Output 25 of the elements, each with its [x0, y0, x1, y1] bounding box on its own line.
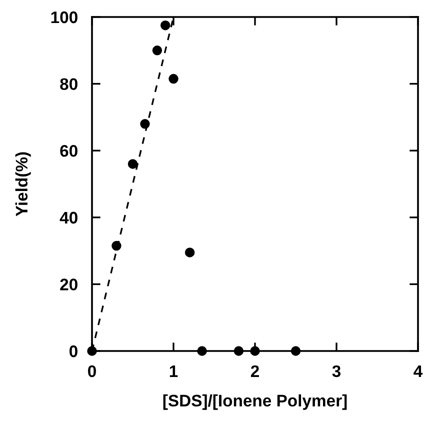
y-tick-label: 40 — [60, 212, 78, 224]
point — [152, 46, 162, 56]
point — [197, 346, 207, 356]
x-tick-label: 2 — [250, 365, 259, 377]
point — [112, 240, 122, 251]
point — [140, 119, 150, 129]
point — [160, 20, 170, 30]
point — [184, 248, 195, 258]
point — [290, 346, 301, 356]
y-tick-label: 100 — [51, 11, 78, 24]
point — [168, 74, 178, 84]
point — [234, 346, 244, 356]
y-tick-label: 60 — [60, 145, 78, 157]
x-tick-label: 3 — [332, 365, 341, 378]
point — [87, 346, 97, 356]
x-axis-title: [SDS]/[Ionene Polymer] — [163, 394, 347, 410]
y-tick-label: 0 — [70, 345, 78, 358]
x-tick-label: 0 — [88, 365, 96, 378]
y-tick-label: 20 — [60, 278, 78, 290]
y-axis-title: Yield(%) — [15, 152, 31, 216]
y-tick-label: 80 — [60, 78, 78, 90]
x-tick-label: 1 — [170, 366, 178, 377]
x-tick-label: 4 — [414, 366, 423, 377]
point — [128, 159, 138, 169]
point — [250, 346, 260, 356]
